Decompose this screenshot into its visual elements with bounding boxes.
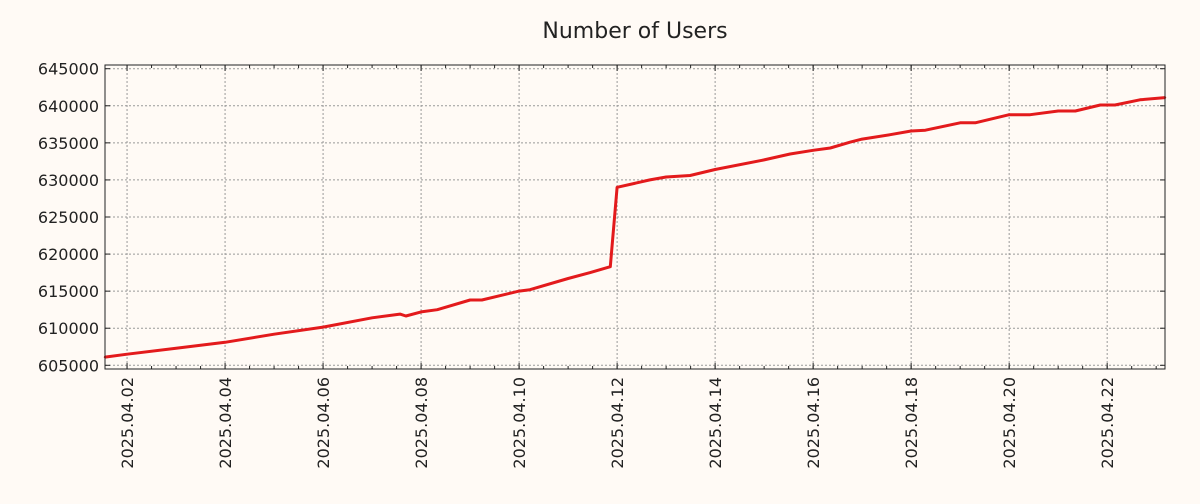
x-tick-label: 2025.04.16 bbox=[804, 377, 823, 469]
y-tick-label: 615000 bbox=[38, 282, 99, 301]
x-tick-label: 2025.04.02 bbox=[118, 377, 137, 469]
series-layer bbox=[103, 96, 1167, 359]
x-tick-label: 2025.04.14 bbox=[706, 377, 725, 469]
data-point bbox=[1056, 109, 1060, 113]
data-point bbox=[688, 174, 692, 177]
x-tick-label: 2025.04.20 bbox=[1000, 377, 1019, 469]
data-point bbox=[888, 133, 892, 136]
data-point bbox=[419, 310, 423, 314]
x-tick-label: 2025.04.08 bbox=[412, 377, 431, 469]
data-point bbox=[272, 332, 276, 336]
y-tick-label: 610000 bbox=[38, 319, 99, 338]
x-tick-label: 2025.04.06 bbox=[314, 377, 333, 469]
y-axis: 605000 610000 615000 620000 625000 630000 6350… bbox=[38, 60, 1165, 375]
data-point bbox=[974, 121, 977, 125]
y-tick-label: 620000 bbox=[38, 245, 99, 264]
data-point bbox=[436, 308, 439, 311]
data-point bbox=[1029, 113, 1032, 116]
data-point bbox=[648, 178, 652, 182]
data-point bbox=[1113, 103, 1117, 107]
x-tick-label: 2025.04.04 bbox=[216, 377, 235, 469]
data-point bbox=[404, 314, 408, 318]
data-point bbox=[762, 158, 766, 162]
data-point bbox=[713, 168, 717, 171]
data-point bbox=[370, 316, 374, 320]
data-point bbox=[829, 146, 832, 150]
data-point bbox=[398, 312, 402, 316]
data-point bbox=[528, 288, 532, 291]
data-point bbox=[321, 325, 325, 329]
x-tick-label: 2025.04.22 bbox=[1098, 377, 1117, 469]
x-tick-label: 2025.04.10 bbox=[510, 377, 529, 469]
y-tick-label: 635000 bbox=[38, 134, 99, 153]
chart-title: Number of Users bbox=[542, 19, 727, 44]
data-point bbox=[1099, 103, 1102, 107]
x-axis: 2025.04.02 2025.04.04 2025.04.06 2025.04.08… bbox=[118, 65, 1157, 469]
data-point bbox=[788, 152, 792, 156]
data-point bbox=[174, 347, 178, 350]
data-point bbox=[664, 175, 668, 179]
data-point bbox=[468, 298, 472, 302]
data-point bbox=[958, 121, 962, 125]
data-point bbox=[1007, 113, 1011, 116]
data-point bbox=[517, 289, 521, 293]
y-tick-label: 605000 bbox=[38, 356, 99, 375]
grid bbox=[105, 65, 1165, 369]
data-point bbox=[1138, 98, 1142, 102]
data-point bbox=[588, 271, 592, 274]
plot-frame bbox=[104, 64, 1166, 370]
data-point bbox=[609, 265, 612, 268]
x-tick-label: 2025.04.18 bbox=[902, 377, 921, 469]
x-tick-label: 2025.04.12 bbox=[608, 377, 627, 469]
series-line bbox=[104, 96, 1166, 359]
y-tick-label: 640000 bbox=[38, 97, 99, 116]
y-tick-label: 630000 bbox=[38, 171, 99, 190]
data-point bbox=[849, 140, 852, 144]
data-point bbox=[860, 137, 864, 141]
y-tick-label: 625000 bbox=[38, 208, 99, 227]
data-point bbox=[566, 277, 570, 280]
data-point bbox=[924, 129, 927, 132]
data-point bbox=[909, 129, 913, 133]
data-point bbox=[615, 186, 619, 189]
data-point bbox=[1074, 109, 1077, 113]
y-tick-label: 645000 bbox=[38, 60, 99, 79]
data-point bbox=[223, 341, 227, 344]
data-point bbox=[125, 352, 129, 356]
data-point bbox=[811, 149, 815, 152]
data-point bbox=[480, 298, 484, 302]
